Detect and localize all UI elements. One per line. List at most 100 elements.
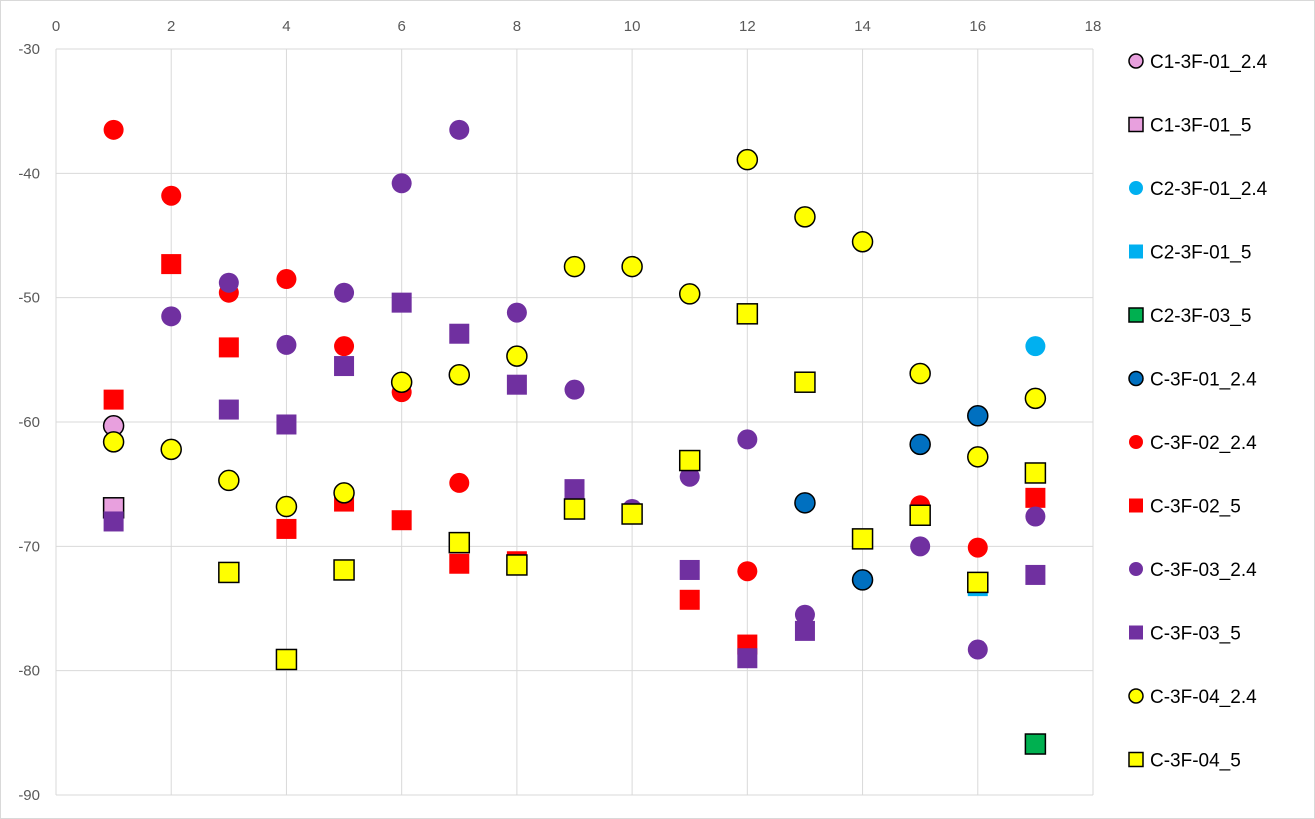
data-point — [391, 292, 412, 313]
data-points — [102, 119, 1047, 755]
data-point — [909, 433, 931, 456]
data-point — [1024, 462, 1047, 484]
data-point — [851, 230, 874, 253]
data-point — [563, 255, 586, 278]
data-point — [103, 389, 124, 410]
data-point — [275, 495, 298, 518]
x-tick-label: 8 — [513, 18, 521, 35]
series-C-3F-01_2.4 — [794, 405, 989, 591]
legend-marker — [1128, 53, 1144, 69]
data-point — [449, 119, 470, 140]
legend-label: C-3F-02_2.4 — [1150, 433, 1257, 454]
data-point — [449, 553, 470, 574]
data-point — [506, 302, 527, 323]
legend-item: C-3F-02_5 — [1129, 497, 1241, 518]
data-point — [218, 399, 239, 420]
legend: C1-3F-01_2.4 C1-3F-01_5 C2-3F-01_2.4 C2-3F-… — [1128, 52, 1268, 772]
legend-marker — [1129, 625, 1143, 640]
data-point — [564, 379, 585, 400]
x-tick-label: 14 — [854, 18, 871, 35]
legend-marker — [1128, 751, 1144, 768]
data-point — [218, 561, 240, 584]
y-tick-label: -70 — [18, 538, 40, 555]
data-point — [967, 405, 989, 427]
legend-marker — [1128, 688, 1144, 704]
legend-item: C-3F-03_5 — [1129, 624, 1241, 645]
data-point — [218, 469, 240, 492]
series-C-3F-03_2.4 — [161, 119, 1046, 660]
legend-label: C2-3F-01_2.4 — [1150, 179, 1268, 200]
data-point — [794, 371, 816, 393]
data-point — [218, 272, 239, 293]
y-tick-label: -50 — [18, 290, 40, 307]
legend-label: C1-3F-01_2.4 — [1150, 52, 1268, 73]
data-point — [276, 334, 297, 355]
data-point — [506, 374, 527, 395]
data-point — [218, 337, 239, 358]
data-point — [679, 466, 700, 487]
data-point — [103, 119, 124, 140]
data-point — [678, 449, 701, 472]
x-tick-label: 12 — [739, 18, 756, 35]
legend-item: C-3F-02_2.4 — [1129, 433, 1257, 454]
data-point — [103, 511, 124, 532]
x-tick-label: 16 — [969, 18, 986, 35]
data-point — [390, 371, 413, 393]
legend-item: C2-3F-01_5 — [1129, 243, 1251, 264]
data-point — [967, 537, 988, 558]
data-point — [679, 589, 700, 610]
x-tick-label: 6 — [397, 18, 405, 35]
y-tick-label: -80 — [18, 663, 40, 680]
series-C-3F-03_5 — [103, 292, 1046, 669]
legend-marker — [1128, 370, 1144, 387]
legend-item: C2-3F-03_5 — [1128, 306, 1251, 327]
data-point — [1025, 506, 1046, 527]
y-tick-label: -30 — [18, 41, 40, 58]
x-tick-label: 2 — [167, 18, 175, 35]
data-point — [794, 604, 815, 625]
data-point — [794, 206, 816, 228]
data-point — [909, 504, 931, 526]
series-C-3F-02_5 — [103, 254, 1046, 655]
data-point — [737, 561, 758, 582]
data-point — [1024, 387, 1047, 410]
series-C-3F-04_5 — [218, 303, 1047, 671]
data-point — [506, 345, 528, 367]
y-tick-label: -90 — [18, 787, 40, 804]
grid-layer — [55, 48, 1094, 796]
data-point — [506, 554, 528, 576]
data-point — [334, 282, 355, 303]
data-point — [737, 429, 758, 450]
data-point — [1024, 733, 1047, 755]
legend-marker — [1129, 435, 1143, 449]
legend-marker — [1128, 307, 1144, 323]
y-tick-label: -60 — [18, 414, 40, 431]
legend-marker — [1129, 181, 1143, 195]
legend-label: C1-3F-01_5 — [1150, 116, 1251, 137]
data-point — [621, 503, 643, 525]
data-point — [736, 303, 759, 325]
data-point — [909, 362, 931, 385]
data-point — [334, 336, 355, 357]
data-point — [1025, 564, 1046, 585]
legend-label: C-3F-01_2.4 — [1150, 370, 1257, 391]
legend-label: C-3F-03_2.4 — [1150, 560, 1257, 581]
legend-label: C-3F-02_5 — [1150, 497, 1241, 518]
x-tick-label: 10 — [624, 18, 641, 35]
data-point — [448, 364, 471, 386]
series-C2-3F-03_5 — [1024, 733, 1047, 755]
data-point — [1025, 336, 1046, 357]
legend-label: C-3F-03_5 — [1150, 624, 1241, 645]
data-point — [276, 518, 297, 539]
data-point — [794, 620, 815, 641]
data-point — [333, 482, 355, 504]
data-point — [391, 173, 412, 194]
legend-label: C-3F-04_5 — [1150, 751, 1241, 772]
data-point — [161, 254, 182, 275]
data-point — [967, 571, 989, 594]
series-C-3F-04_2.4 — [102, 148, 1047, 518]
data-point — [967, 639, 988, 660]
data-point — [449, 472, 470, 493]
legend-label: C2-3F-03_5 — [1150, 306, 1251, 327]
